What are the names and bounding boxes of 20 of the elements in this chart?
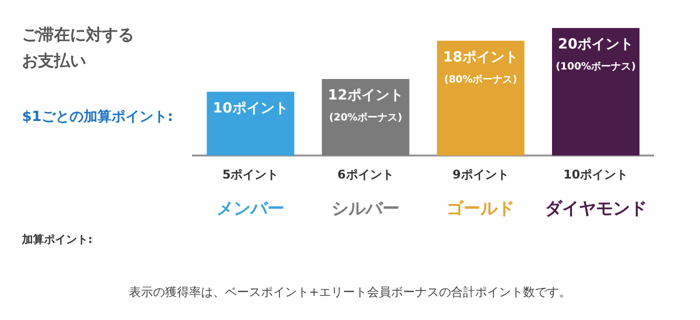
bar (206, 92, 294, 156)
text: 表示の獲得率は、ベースポイント+エリート会員ボーナスの合計ポイント数です。 (128, 284, 572, 301)
x-tick-label: ダイヤモンド (544, 199, 647, 220)
data-label: 18ポイント (80%ボーナス) (442, 49, 518, 86)
data-label: 10ポイント (212, 100, 288, 116)
text: 加算ポイント: (22, 232, 92, 247)
text: 10ポイント (563, 168, 628, 182)
x-tick-label: ゴールド (446, 199, 515, 220)
bar (552, 28, 640, 156)
data-label: 12ポイント (20%ボーナス) (328, 88, 404, 124)
text: 9ポイント (452, 168, 509, 182)
text: 5ポイント (222, 168, 279, 182)
text: $1ごとの加算ポイント: (22, 108, 174, 126)
data-label: 20ポイント (100%ボーナス) (556, 36, 636, 73)
x-tick-label: シルバー (332, 199, 400, 220)
bar (322, 79, 410, 156)
text: 6ポイント (337, 168, 394, 182)
bar (436, 40, 524, 156)
x-tick-label: メンバー (216, 199, 285, 220)
text: ご滞在に対するお支払い (22, 24, 135, 72)
